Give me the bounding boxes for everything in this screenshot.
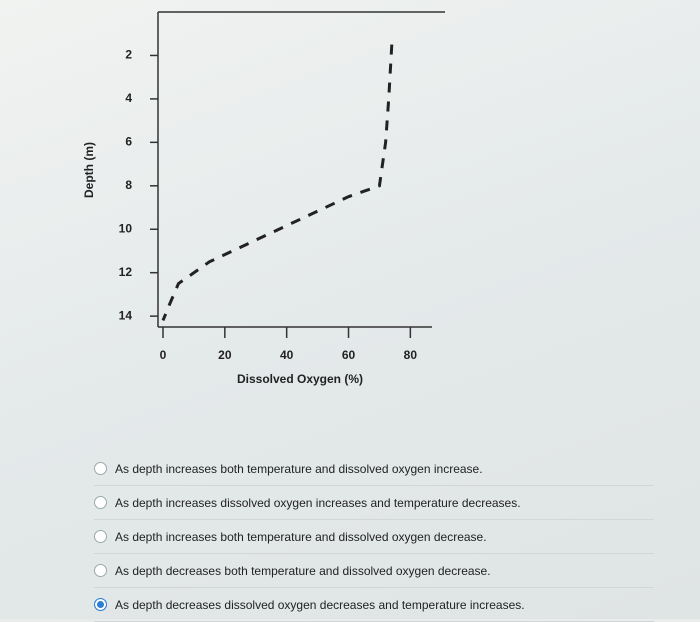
y-axis-title: Depth (m) [82, 142, 96, 198]
answer-options: As depth increases both temperature and … [94, 452, 654, 622]
answer-option[interactable]: As depth increases both temperature and … [94, 520, 654, 554]
radio-button[interactable] [94, 496, 107, 509]
answer-option[interactable]: As depth increases dissolved oxygen incr… [94, 486, 654, 520]
y-tick-label: 14 [119, 308, 133, 322]
answer-option[interactable]: As depth decreases dissolved oxygen decr… [94, 588, 654, 622]
radio-button[interactable] [94, 564, 107, 577]
y-tick-label: 4 [125, 91, 132, 105]
radio-button[interactable] [94, 598, 107, 611]
answer-option[interactable]: As depth decreases both temperature and … [94, 554, 654, 588]
x-tick-label: 60 [342, 348, 356, 362]
option-text: As depth decreases both temperature and … [115, 563, 491, 578]
y-tick-label: 2 [125, 48, 132, 62]
y-tick-label: 8 [125, 178, 132, 192]
data-line [161, 44, 394, 322]
option-text: As depth increases both temperature and … [115, 461, 483, 476]
y-tick-label: 12 [119, 265, 133, 279]
x-tick-label: 0 [160, 348, 167, 362]
answer-option[interactable]: As depth increases both temperature and … [94, 452, 654, 486]
x-tick-label: 80 [404, 348, 418, 362]
y-tick-label: 6 [125, 135, 132, 149]
option-text: As depth increases both temperature and … [115, 529, 487, 544]
radio-button[interactable] [94, 530, 107, 543]
option-text: As depth increases dissolved oxygen incr… [115, 495, 521, 510]
chart: Depth (m) Dissolved Oxygen (%) 2 4 6 8 10 12 1… [82, 11, 445, 386]
x-tick-label: 20 [218, 348, 232, 362]
y-tick-label: 10 [119, 221, 133, 235]
x-tick-label: 40 [280, 348, 294, 362]
option-text: As depth decreases dissolved oxygen decr… [115, 597, 525, 612]
x-axis-title: Dissolved Oxygen (%) [237, 372, 363, 386]
radio-button[interactable] [94, 462, 107, 475]
